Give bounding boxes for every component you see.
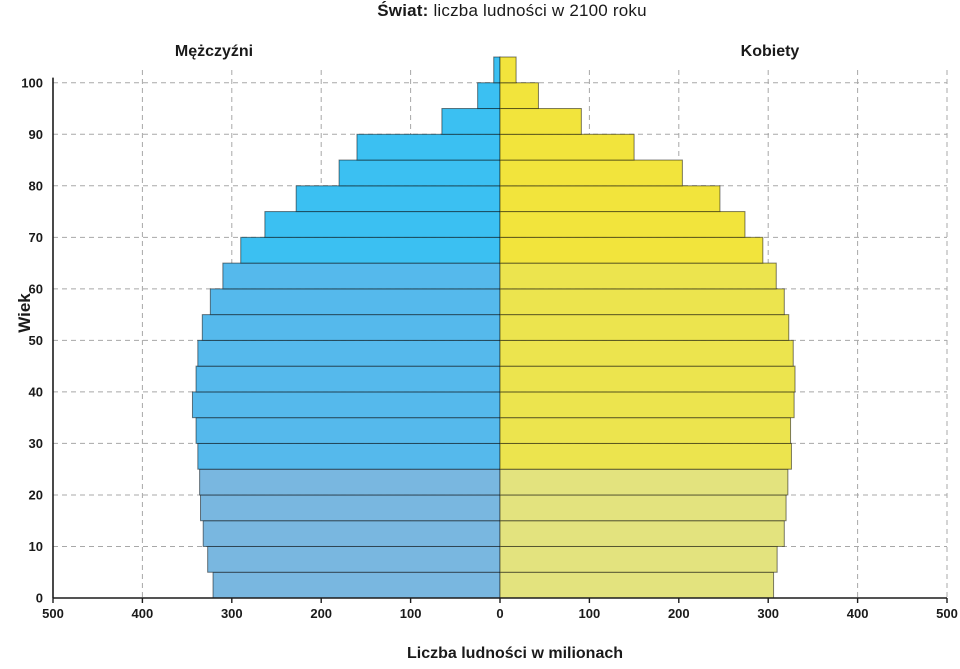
male-bar-0-4	[212, 571, 501, 599]
male-bar-95-99	[477, 82, 501, 110]
male-bar-70-74	[264, 211, 501, 238]
male-bar-90-94	[441, 108, 501, 135]
x-tick-label: 300	[221, 606, 243, 621]
male-series-label: Mężczyźni	[174, 43, 254, 60]
female-bar-35-39	[499, 391, 795, 419]
female-bar-90-94	[499, 108, 582, 135]
male-bar-85-89	[356, 133, 501, 161]
male-bar-35-39	[191, 391, 501, 419]
female-bar-60-64	[499, 262, 777, 290]
y-tick-label: 90	[29, 127, 43, 142]
female-bar-95-99	[499, 82, 539, 110]
x-tick-label: 0	[496, 606, 503, 621]
y-tick-label: 50	[29, 333, 43, 348]
female-bar-70-74	[499, 211, 746, 238]
female-bar-80-84	[499, 159, 683, 187]
female-bar-0-4	[499, 571, 775, 599]
male-bar-25-29	[197, 442, 501, 470]
male-bar-55-59	[209, 288, 501, 316]
female-bar-55-59	[499, 288, 785, 316]
male-bar-30-34	[195, 417, 501, 444]
y-tick-label: 100	[21, 75, 43, 90]
male-bar-75-79	[295, 185, 501, 213]
x-tick-label: 100	[400, 606, 422, 621]
male-bar-65-69	[240, 236, 501, 264]
female-bar-5-9	[499, 545, 778, 573]
y-tick-label: 30	[29, 436, 43, 451]
male-bar-45-49	[197, 339, 501, 367]
female-bar-15-19	[499, 494, 787, 522]
y-tick-label: 70	[29, 230, 43, 245]
female-bar-45-49	[499, 339, 794, 367]
y-tick-label: 40	[29, 384, 43, 399]
female-series-label: Kobiety	[740, 43, 800, 60]
x-tick-label: 400	[847, 606, 869, 621]
y-tick-label: 0	[36, 591, 43, 606]
y-tick-label: 80	[29, 178, 43, 193]
x-axis-title: Liczba ludności w milionach	[406, 645, 624, 662]
female-bar-75-79	[499, 185, 721, 213]
male-bar-100+	[493, 56, 501, 84]
x-tick-label: 400	[132, 606, 154, 621]
chart-title-rest: liczba ludności w 2100 roku	[433, 1, 647, 20]
female-bar-65-69	[499, 236, 764, 264]
female-bar-10-14	[499, 520, 785, 547]
female-bar-40-44	[499, 365, 796, 393]
x-tick-label: 200	[668, 606, 690, 621]
x-tick-label: 200	[310, 606, 332, 621]
chart-title: Świat: liczba ludności w 2100 roku	[112, 1, 912, 21]
female-bar-30-34	[499, 417, 792, 444]
x-tick-label: 100	[579, 606, 601, 621]
male-bar-80-84	[338, 159, 501, 187]
y-tick-label: 10	[29, 539, 43, 554]
x-tick-label: 300	[757, 606, 779, 621]
female-bar-20-24	[499, 468, 789, 496]
chart-title-bold: Świat:	[377, 1, 429, 20]
male-bar-60-64	[222, 262, 501, 290]
y-tick-label: 20	[29, 487, 43, 502]
male-bar-20-24	[199, 468, 501, 496]
male-bar-15-19	[200, 494, 501, 522]
x-tick-label: 500	[936, 606, 958, 621]
female-bar-100+	[499, 56, 517, 84]
female-bar-50-54	[499, 314, 790, 341]
y-tick-label: 60	[29, 281, 43, 296]
female-bar-85-89	[499, 133, 635, 161]
male-bar-5-9	[207, 545, 501, 573]
male-bar-50-54	[201, 314, 501, 341]
female-bar-25-29	[499, 442, 792, 470]
y-axis-title: Wiek	[15, 293, 34, 333]
male-bar-10-14	[202, 520, 501, 547]
x-tick-label: 500	[42, 606, 64, 621]
male-bar-40-44	[195, 365, 501, 393]
